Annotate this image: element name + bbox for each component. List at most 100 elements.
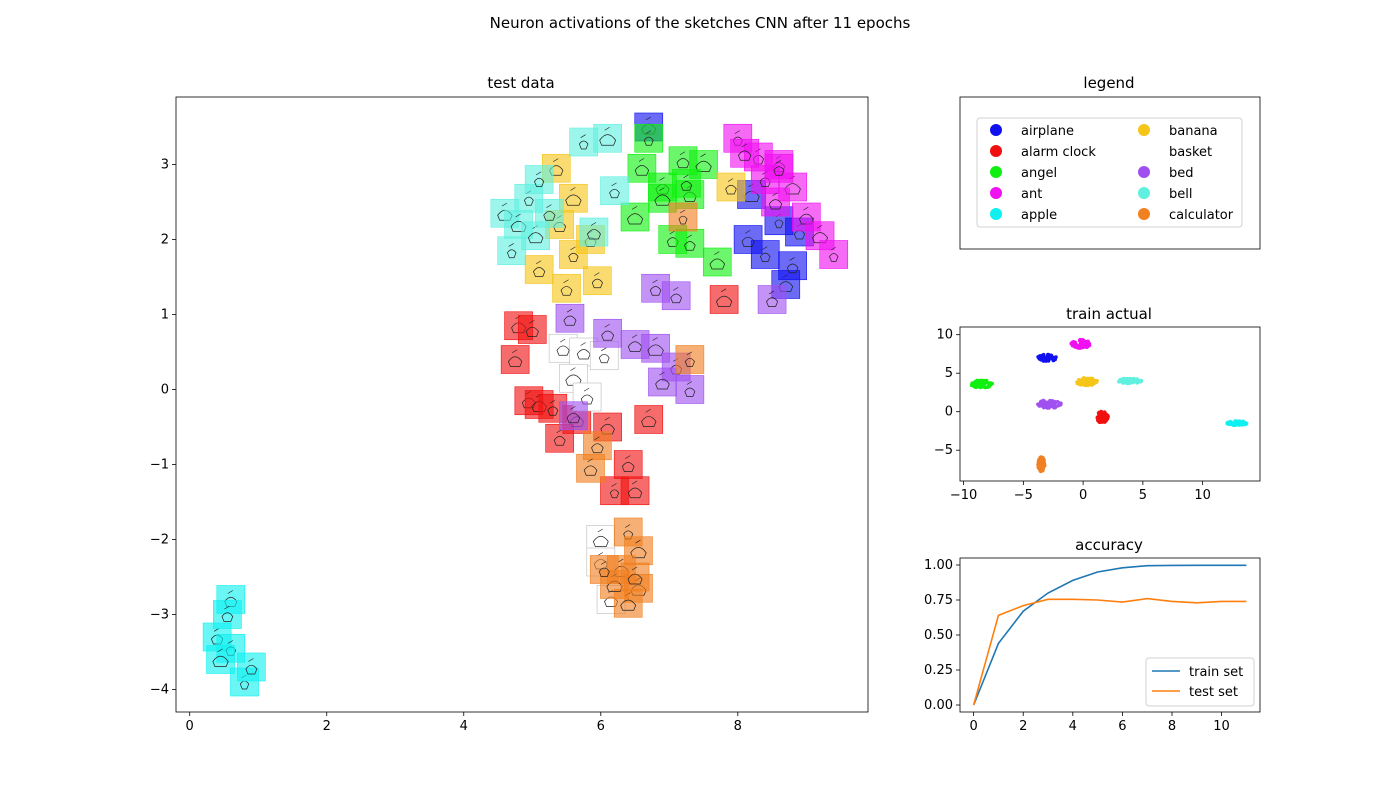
sketch-stroke: [217, 648, 223, 653]
train-point-banana: [1090, 376, 1095, 381]
sketch-tile-bg: [778, 251, 807, 281]
sketch-stroke: [631, 480, 638, 485]
sketch-tile-calculator: [668, 202, 698, 232]
sketch-stroke: [645, 116, 651, 121]
sketch-tile-calculator: [624, 536, 653, 566]
train-point-bell: [1133, 378, 1138, 383]
sketch-stroke: [508, 356, 523, 367]
sketch-stroke: [524, 196, 534, 206]
sketch-stroke: [766, 297, 779, 307]
sketch-stroke: [620, 599, 637, 611]
sketch-stroke: [553, 158, 559, 162]
sketch-stroke: [773, 166, 785, 176]
sketch-stroke: [734, 130, 740, 134]
accuracy-ytick-label: 0.00: [924, 698, 953, 713]
sketch-stroke: [533, 267, 546, 277]
sketch-stroke: [659, 177, 665, 181]
legend-label-alarm-clock: alarm clock: [1021, 145, 1096, 160]
sketch-stroke: [546, 204, 552, 208]
sketch-tile-angel: [689, 150, 718, 179]
sketch-stroke: [553, 436, 566, 446]
legend-label-bell: bell: [1169, 187, 1192, 202]
sketch-stroke: [680, 181, 693, 191]
train-actual-xtick-label: 5: [1139, 488, 1147, 503]
test-data-xtick-label: 6: [597, 719, 605, 734]
sketch-stroke: [631, 334, 638, 339]
sketch-stroke: [570, 367, 576, 371]
sketch-stroke: [594, 272, 600, 276]
train-actual-xtick-label: 10: [1194, 488, 1211, 503]
sketch-stroke: [768, 199, 783, 210]
sketch-stroke: [768, 290, 775, 295]
sketch-stroke: [547, 406, 559, 416]
legend-marker-ant: [990, 187, 1002, 199]
train-point-apple: [1239, 423, 1244, 427]
sketch-tile-calculator: [613, 517, 643, 547]
test-data-xtick-label: 8: [734, 719, 742, 734]
sketch-stroke: [583, 465, 598, 476]
sketch-tile-bell: [524, 165, 554, 194]
sketch-stroke: [830, 247, 836, 251]
sketch-tile-bg: [634, 123, 664, 153]
sketch-stroke: [627, 213, 644, 225]
legend-label-ant: ant: [1021, 187, 1042, 202]
train-point-bed: [1058, 403, 1062, 407]
sketch-tile-bg: [675, 375, 705, 404]
sketch-tile-bg: [583, 266, 612, 296]
sketch-tile-bg: [579, 217, 609, 247]
train-point-alarm-clock: [1102, 416, 1107, 420]
sketch-tile-calculator: [576, 453, 605, 483]
sketch-tile-bg: [524, 165, 554, 194]
sketch-tile-alarm-clock: [613, 450, 643, 479]
sketch-stroke: [570, 187, 576, 191]
legend-marker-angel: [990, 166, 1002, 178]
sketch-stroke: [525, 326, 539, 337]
sketch-tile-bg: [716, 172, 746, 202]
legend-marker-bell: [1138, 187, 1150, 199]
sketch-stroke: [829, 253, 839, 262]
sketch-tile-bed: [641, 273, 670, 303]
train-point-bell: [1126, 379, 1131, 384]
test-data-ytick-label: 1: [161, 308, 169, 323]
figure-suptitle: Neuron activations of the sketches CNN a…: [490, 14, 911, 32]
sketch-tile-bed: [555, 303, 585, 333]
sketch-tile-bg: [600, 176, 629, 206]
sketch-stroke: [673, 287, 679, 291]
sketch-stroke: [580, 342, 586, 346]
sketch-tile-angel: [672, 168, 701, 198]
train-point-ant: [1070, 340, 1075, 344]
sketch-stroke: [684, 241, 696, 251]
legend-marker-bed: [1138, 166, 1150, 178]
sketch-stroke: [563, 315, 577, 326]
sketch-tile-bg: [237, 652, 266, 682]
train-point-angel: [977, 381, 982, 385]
sketch-tile-ant: [819, 240, 849, 269]
sketch-tile-ant: [730, 138, 759, 168]
test-data-ytick-label: 3: [161, 158, 169, 173]
sketch-stroke: [679, 151, 686, 155]
train-point-banana: [1084, 381, 1088, 385]
sketch-stroke: [227, 590, 233, 594]
sketch-stroke: [709, 258, 726, 270]
sketch-stroke: [700, 153, 706, 158]
accuracy-ytick-label: 0.25: [924, 663, 953, 678]
sketch-stroke: [609, 489, 620, 499]
train-point-alarm-clock: [1106, 414, 1110, 419]
sketch-tile-banana: [552, 273, 581, 303]
sketch-stroke: [744, 230, 751, 234]
sketch-stroke: [576, 349, 591, 360]
sketch-stroke: [716, 295, 733, 307]
sketch-stroke: [627, 487, 643, 499]
sketch-stroke: [600, 423, 615, 435]
train-point-banana: [1081, 377, 1086, 381]
test-data-xtick-label: 4: [460, 719, 468, 734]
sketch-stroke: [245, 664, 258, 675]
train-point-banana: [1093, 379, 1097, 384]
sketch-tile-bg: [641, 273, 670, 303]
test-data-xtick-label: 2: [323, 719, 331, 734]
sketch-stroke: [803, 206, 809, 211]
train-actual-xtick-label: −10: [950, 488, 977, 503]
sketch-tile-calculator: [589, 555, 619, 584]
